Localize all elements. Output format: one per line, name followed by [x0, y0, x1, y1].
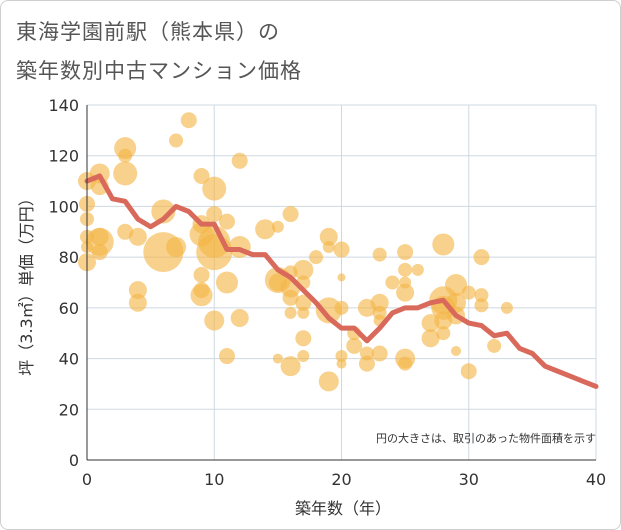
data-bubble	[118, 148, 133, 163]
data-bubble	[370, 293, 389, 312]
y-tick-label: 140	[48, 96, 79, 115]
data-bubble	[113, 161, 138, 186]
data-bubble	[272, 353, 283, 364]
data-bubble	[432, 233, 455, 256]
x-tick-label: 10	[204, 470, 224, 489]
trend-line-series	[84, 173, 599, 389]
y-tick-label: 80	[59, 248, 79, 267]
y-tick-label: 0	[69, 451, 79, 470]
data-bubble	[421, 329, 440, 348]
data-bubble	[336, 358, 347, 369]
x-tick-label: 40	[586, 470, 606, 489]
data-bubble	[398, 262, 413, 277]
data-bubble	[297, 306, 310, 319]
data-bubble	[335, 350, 348, 363]
data-bubble	[230, 309, 249, 327]
data-bubble	[346, 337, 363, 354]
data-bubble	[372, 247, 387, 262]
data-bubble	[487, 338, 502, 353]
data-bubble	[193, 168, 210, 184]
bubble-series	[78, 112, 513, 392]
data-bubble	[180, 112, 197, 129]
data-bubble	[204, 310, 225, 331]
data-bubble	[411, 263, 424, 276]
data-bubble	[474, 298, 489, 313]
x-tick-label: 0	[82, 470, 92, 489]
y-tick-label: 120	[48, 147, 79, 166]
bubble-size-note: 円の大きさは、取引のあった物件面積を示す	[376, 431, 596, 445]
data-bubble	[460, 363, 477, 380]
data-bubble	[218, 348, 235, 365]
data-bubble	[196, 234, 233, 271]
data-bubble	[166, 237, 187, 257]
y-tick-label: 100	[48, 197, 79, 216]
data-bubble	[337, 273, 346, 282]
data-bubble	[436, 326, 451, 341]
data-bubble	[218, 213, 235, 230]
data-bubble	[202, 176, 227, 201]
data-bubble	[282, 289, 299, 306]
data-bubble	[193, 266, 210, 283]
data-bubble	[215, 271, 238, 294]
data-bubble	[91, 244, 108, 261]
data-bubble	[334, 300, 349, 315]
x-tick-label: 20	[331, 470, 351, 489]
data-bubble	[255, 219, 276, 240]
data-bubble	[295, 294, 312, 311]
trend-line	[84, 173, 599, 389]
data-bubble	[231, 152, 248, 169]
y-tick-label: 60	[59, 299, 79, 318]
x-axis-label: 築年数（年）	[295, 499, 391, 518]
grid-lines	[87, 104, 597, 460]
data-bubble	[473, 249, 490, 266]
data-bubble	[280, 356, 301, 377]
data-bubble	[318, 371, 339, 392]
data-bubble	[461, 285, 476, 300]
chart-title-line2: 築年数別中古マンション価格	[16, 59, 302, 83]
data-bubble	[385, 275, 400, 290]
data-bubble	[309, 250, 324, 265]
data-bubble	[295, 330, 312, 347]
data-bubble	[128, 293, 147, 312]
data-bubble	[371, 345, 388, 362]
data-bubble	[358, 355, 375, 372]
data-bubble	[322, 241, 335, 253]
data-bubble	[474, 288, 489, 303]
data-bubble	[445, 274, 468, 297]
data-bubble	[396, 283, 415, 302]
data-bubble	[151, 199, 176, 224]
y-axis-label: 坪（3.3㎡）単価（万円）	[17, 190, 36, 375]
data-bubble	[271, 220, 284, 233]
y-tick-label: 40	[59, 350, 79, 369]
data-bubble	[190, 284, 213, 307]
chart-title-line1: 東海学園前駅（熊本県）の	[16, 20, 280, 44]
data-bubble	[397, 244, 414, 261]
data-bubble	[297, 350, 310, 363]
y-tick-label: 20	[59, 400, 79, 419]
data-bubble	[128, 227, 147, 246]
data-bubble	[169, 133, 184, 148]
data-bubble	[500, 301, 513, 314]
x-tick-label: 30	[459, 470, 479, 489]
data-bubble	[206, 206, 223, 223]
data-bubble	[293, 259, 314, 280]
data-bubble	[128, 281, 147, 300]
data-bubble	[315, 297, 342, 324]
data-bubble	[319, 227, 338, 246]
data-bubble	[451, 345, 462, 356]
data-bubble	[282, 206, 299, 223]
data-bubble	[398, 356, 413, 371]
data-bubble	[284, 306, 297, 319]
axes: 0 20 40 60 80 100 120 140 0 10 20 30 40	[48, 96, 606, 489]
data-bubble	[333, 241, 350, 258]
